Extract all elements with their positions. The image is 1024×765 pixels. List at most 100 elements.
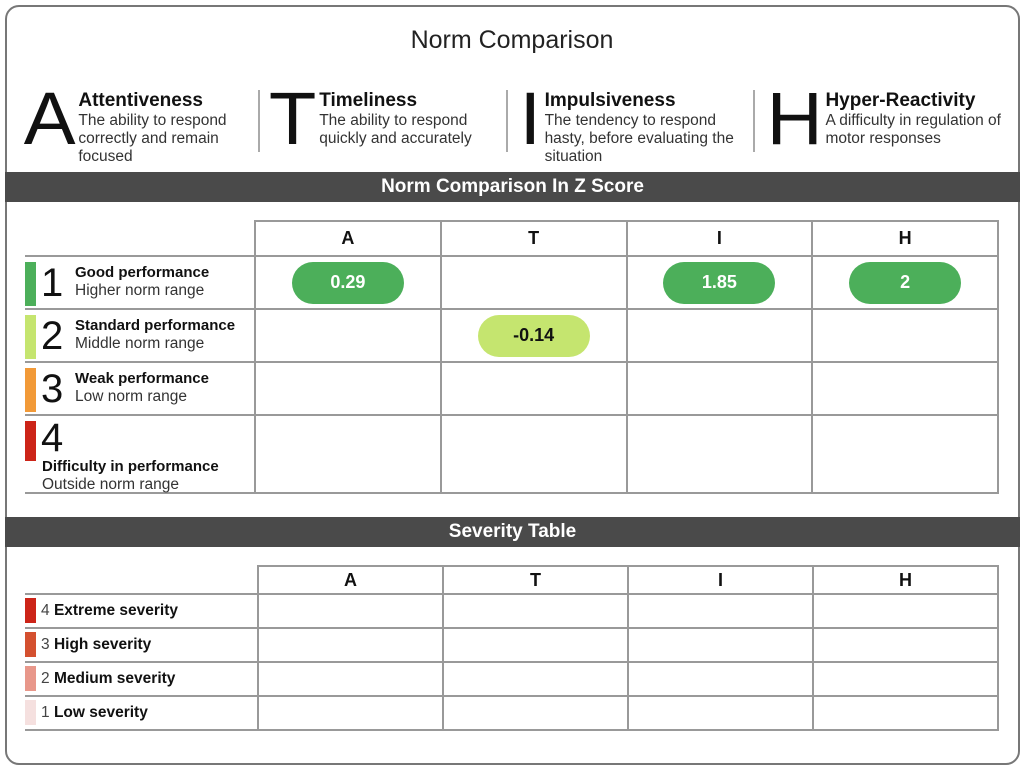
score-cell bbox=[811, 414, 999, 494]
severity-cell bbox=[257, 627, 444, 663]
severity-swatch bbox=[25, 598, 36, 623]
severity-row: 3 High severity bbox=[25, 627, 999, 663]
column-header: A bbox=[257, 565, 444, 595]
severity-cell bbox=[257, 661, 444, 697]
severity-number: 4 bbox=[41, 602, 50, 619]
score-cell: 1.85 bbox=[625, 255, 814, 310]
score-cell bbox=[439, 255, 628, 310]
severity-label: 1 Low severity bbox=[25, 696, 259, 731]
severity-cell bbox=[812, 593, 999, 629]
legend-item-a: A Attentiveness The ability to respond c… bbox=[23, 77, 250, 166]
legend-name: Attentiveness bbox=[78, 90, 203, 111]
severity-row: 4 Extreme severity bbox=[25, 593, 999, 629]
score-cell bbox=[254, 414, 442, 494]
severity-cell bbox=[257, 695, 444, 731]
column-header: H bbox=[811, 220, 999, 257]
score-cell bbox=[439, 414, 628, 494]
level-number: 2 bbox=[41, 314, 64, 358]
severity-cell bbox=[442, 661, 629, 697]
level-number: 3 bbox=[41, 367, 64, 411]
divider bbox=[506, 90, 508, 152]
level-subtitle: Outside norm range bbox=[42, 476, 179, 493]
score-cell bbox=[439, 361, 628, 416]
severity-label: 2 Medium severity bbox=[25, 662, 259, 697]
severity-cell bbox=[257, 593, 444, 629]
level-swatch bbox=[25, 315, 36, 359]
level-swatch bbox=[25, 368, 36, 412]
severity-cell bbox=[627, 661, 814, 697]
score-pill: 0.29 bbox=[291, 261, 404, 304]
severity-cell bbox=[812, 661, 999, 697]
column-header: H bbox=[812, 565, 999, 595]
page-title: Norm Comparison bbox=[410, 26, 614, 54]
level-title: Good performance bbox=[75, 264, 210, 281]
severity-cell bbox=[442, 627, 629, 663]
score-cell bbox=[811, 308, 999, 363]
column-header: T bbox=[439, 220, 628, 257]
row-label: 3 Weak performance Low norm range bbox=[25, 362, 256, 416]
level-number: 1 bbox=[41, 261, 64, 305]
score-cell bbox=[811, 361, 999, 416]
column-header: I bbox=[625, 220, 814, 257]
norm-row: 1 Good performance Higher norm range 0.29… bbox=[25, 255, 999, 310]
score-pill: 2 bbox=[849, 261, 962, 304]
legend-name: Impulsiveness bbox=[544, 90, 676, 111]
legend-letter: T bbox=[268, 77, 317, 160]
severity-number: 2 bbox=[41, 670, 50, 687]
norm-section-header: Norm Comparison In Z Score bbox=[5, 172, 1020, 202]
level-title: Weak performance bbox=[75, 370, 209, 387]
corner-cell bbox=[25, 221, 256, 257]
legend-item-h: H Hyper-Reactivity A difficulty in regul… bbox=[766, 77, 1003, 160]
severity-cell bbox=[812, 695, 999, 731]
legend-desc: The ability to respond quickly and accur… bbox=[319, 112, 472, 147]
norm-row: 3 Weak performance Low norm range bbox=[25, 361, 999, 416]
severity-cell bbox=[627, 627, 814, 663]
legend-desc: A difficulty in regulation of motor resp… bbox=[825, 112, 1001, 147]
legend-name: Timeliness bbox=[319, 90, 418, 111]
legend-letter: I bbox=[519, 77, 542, 160]
level-swatch bbox=[25, 262, 36, 306]
level-swatch bbox=[25, 421, 36, 461]
column-header: A bbox=[254, 220, 442, 257]
severity-text: Extreme severity bbox=[53, 602, 179, 619]
legend-name: Hyper-Reactivity bbox=[825, 90, 976, 111]
score-cell bbox=[625, 308, 814, 363]
score-cell: 0.29 bbox=[254, 255, 442, 310]
score-cell bbox=[625, 361, 814, 416]
divider bbox=[258, 90, 260, 152]
severity-label: 4 Extreme severity bbox=[25, 594, 259, 629]
score-cell: 2 bbox=[811, 255, 999, 310]
score-pill: 1.85 bbox=[663, 261, 776, 304]
legend-item-t: T Timeliness The ability to respond quic… bbox=[268, 77, 495, 160]
divider bbox=[753, 90, 755, 152]
severity-swatch bbox=[25, 700, 36, 725]
legend-letter: H bbox=[766, 77, 823, 160]
severity-text: Low severity bbox=[53, 704, 148, 721]
severity-section-header: Severity Table bbox=[5, 517, 1020, 547]
severity-label: 3 High severity bbox=[25, 628, 259, 663]
severity-row: 2 Medium severity bbox=[25, 661, 999, 697]
severity-number: 3 bbox=[41, 636, 50, 653]
column-header: I bbox=[627, 565, 814, 595]
norm-row: 4 Difficulty in performance Outside norm… bbox=[25, 414, 999, 494]
severity-number: 1 bbox=[41, 704, 50, 721]
row-label: 4 Difficulty in performance Outside norm… bbox=[25, 415, 256, 494]
severity-swatch bbox=[25, 666, 36, 691]
severity-row: 1 Low severity bbox=[25, 695, 999, 731]
column-header: T bbox=[442, 565, 629, 595]
level-title: Standard performance bbox=[75, 317, 236, 334]
legend-desc: The tendency to respond hasty, before ev… bbox=[544, 112, 734, 165]
score-cell bbox=[254, 361, 442, 416]
score-cell bbox=[254, 308, 442, 363]
score-pill: -0.14 bbox=[477, 314, 590, 357]
legend-desc: The ability to respond correctly and rem… bbox=[78, 112, 227, 165]
corner-cell bbox=[25, 566, 259, 595]
level-title: Difficulty in performance bbox=[42, 458, 219, 475]
row-label: 1 Good performance Higher norm range bbox=[25, 256, 256, 310]
legend-item-i: I Impulsiveness The tendency to respond … bbox=[519, 77, 740, 166]
severity-text: Medium severity bbox=[53, 670, 176, 687]
legend-letter: A bbox=[23, 77, 76, 160]
severity-cell bbox=[442, 695, 629, 731]
norm-row: 2 Standard performance Middle norm range… bbox=[25, 308, 999, 363]
